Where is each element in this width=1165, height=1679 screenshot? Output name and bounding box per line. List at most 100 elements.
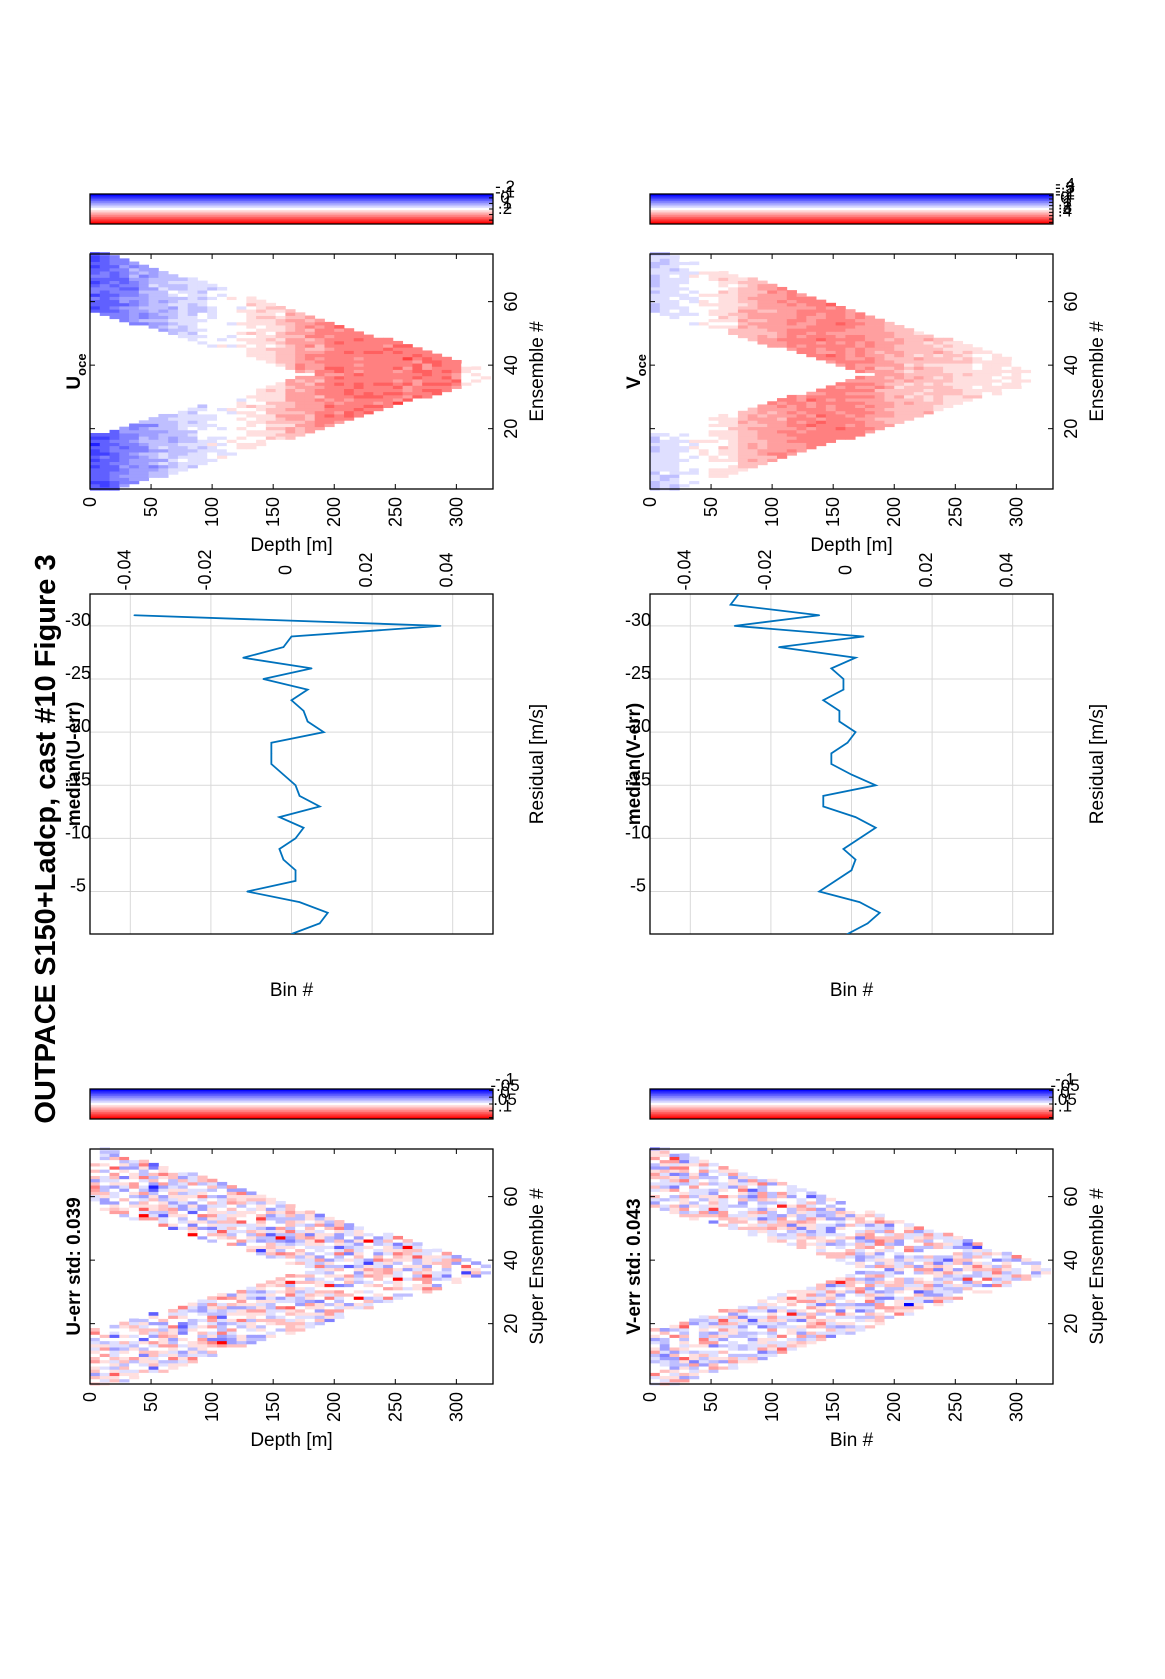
uerr-cell — [119, 1378, 130, 1383]
voce-cell — [698, 423, 710, 428]
uerr-cell — [109, 1156, 120, 1161]
verr-cell — [698, 1181, 710, 1186]
voce-cell — [806, 407, 817, 412]
uoce-cell — [138, 455, 150, 459]
voce-cell — [845, 429, 856, 434]
verr-cell — [884, 1264, 895, 1269]
uerr-cell — [177, 1343, 189, 1348]
uoce-cell — [168, 312, 179, 316]
verr-cell — [718, 1172, 729, 1176]
voce-cell — [786, 309, 797, 313]
uoce-cell — [148, 267, 159, 272]
uoce-cell — [285, 407, 296, 412]
voce-cell — [698, 420, 710, 424]
verr-cell — [913, 1296, 924, 1300]
uoce-cell — [451, 375, 462, 380]
verr-cell — [845, 1229, 856, 1234]
voce-cell — [972, 385, 983, 389]
uerr-cell — [471, 1267, 482, 1272]
voce-cell — [650, 477, 661, 482]
verr-title: V-err std: 0.043 — [624, 1198, 645, 1334]
uerr-cell — [392, 1235, 404, 1240]
uerr-cell — [373, 1264, 384, 1269]
uerr-cell — [256, 1245, 267, 1250]
uerr-cell — [158, 1369, 169, 1373]
uerr-cell — [451, 1258, 462, 1262]
voce-cell — [835, 382, 846, 386]
uerr-cell — [168, 1172, 179, 1176]
uerr-cell — [129, 1178, 140, 1183]
voce-cell — [816, 331, 827, 335]
voce-cell — [786, 331, 797, 335]
verr-cell — [689, 1166, 700, 1170]
voce-cell — [708, 325, 719, 329]
uoce-cell — [275, 344, 286, 348]
verr-cell — [679, 1356, 690, 1361]
uerr-cell — [168, 1200, 179, 1205]
uoce-cell — [324, 334, 335, 339]
verr-cell — [874, 1245, 885, 1250]
voce-cell — [1011, 369, 1022, 374]
voce-cell — [796, 394, 807, 399]
verr-cell — [816, 1226, 827, 1230]
uerr-cell — [373, 1248, 384, 1253]
voce-cell — [894, 363, 905, 367]
voce-cell — [689, 477, 700, 482]
uoce-cell — [148, 305, 159, 310]
voce-cell — [884, 369, 895, 374]
uerr-cell — [138, 1372, 150, 1377]
voce-cell — [737, 467, 749, 472]
verr-cell — [806, 1286, 817, 1291]
voce-cell — [757, 325, 768, 329]
uerr-cell — [187, 1305, 198, 1310]
umed-data-point — [133, 614, 136, 617]
uerr-cell — [275, 1210, 286, 1215]
uerr-cell — [265, 1213, 277, 1218]
voce-cell — [874, 404, 885, 409]
uerr-cell — [314, 1235, 325, 1240]
verr-cell — [786, 1185, 797, 1189]
voce-cell — [718, 445, 729, 450]
verr-cell — [669, 1197, 680, 1202]
uerr-cell — [168, 1169, 179, 1173]
uerr-cell — [295, 1270, 306, 1275]
uoce-cell — [207, 299, 218, 304]
verr-cell — [650, 1353, 661, 1358]
verr-cell — [943, 1277, 954, 1281]
voce-cell — [757, 442, 768, 447]
uoce-cell — [119, 293, 130, 297]
verr-cell — [962, 1286, 973, 1291]
voce-cell — [669, 442, 680, 447]
uerr-cell — [90, 1175, 101, 1180]
uoce-cell — [353, 382, 364, 386]
uoce-cell — [295, 426, 306, 431]
uerr-cell — [187, 1347, 198, 1351]
uerr-cell — [265, 1239, 277, 1243]
uerr-cell — [275, 1286, 286, 1291]
uerr-cell — [265, 1283, 277, 1288]
voce-cell — [855, 328, 866, 332]
uoce-cell — [314, 366, 325, 370]
verr-cell — [894, 1277, 905, 1281]
verr-cell — [728, 1226, 739, 1230]
voce-cell — [679, 480, 690, 485]
verr-cell — [698, 1362, 710, 1367]
verr-cell — [698, 1372, 710, 1377]
uoce-cell — [109, 464, 120, 469]
uerr-cell — [197, 1302, 208, 1307]
uoce-cell — [304, 382, 316, 386]
verr-cell — [835, 1277, 846, 1281]
vmed-data-point — [854, 731, 857, 733]
uerr-cell — [451, 1254, 462, 1259]
verr-cell — [786, 1194, 797, 1199]
uoce-cell — [99, 439, 110, 443]
uerr-cell — [363, 1299, 374, 1304]
uerr-cell — [119, 1328, 130, 1332]
verr-cell — [757, 1350, 768, 1354]
uerr-cell — [217, 1308, 228, 1313]
voce-cell — [943, 375, 954, 380]
uerr-cell — [275, 1204, 286, 1208]
uerr-cell — [256, 1315, 267, 1319]
voce-cell — [845, 325, 856, 329]
uoce-cell — [129, 448, 140, 453]
